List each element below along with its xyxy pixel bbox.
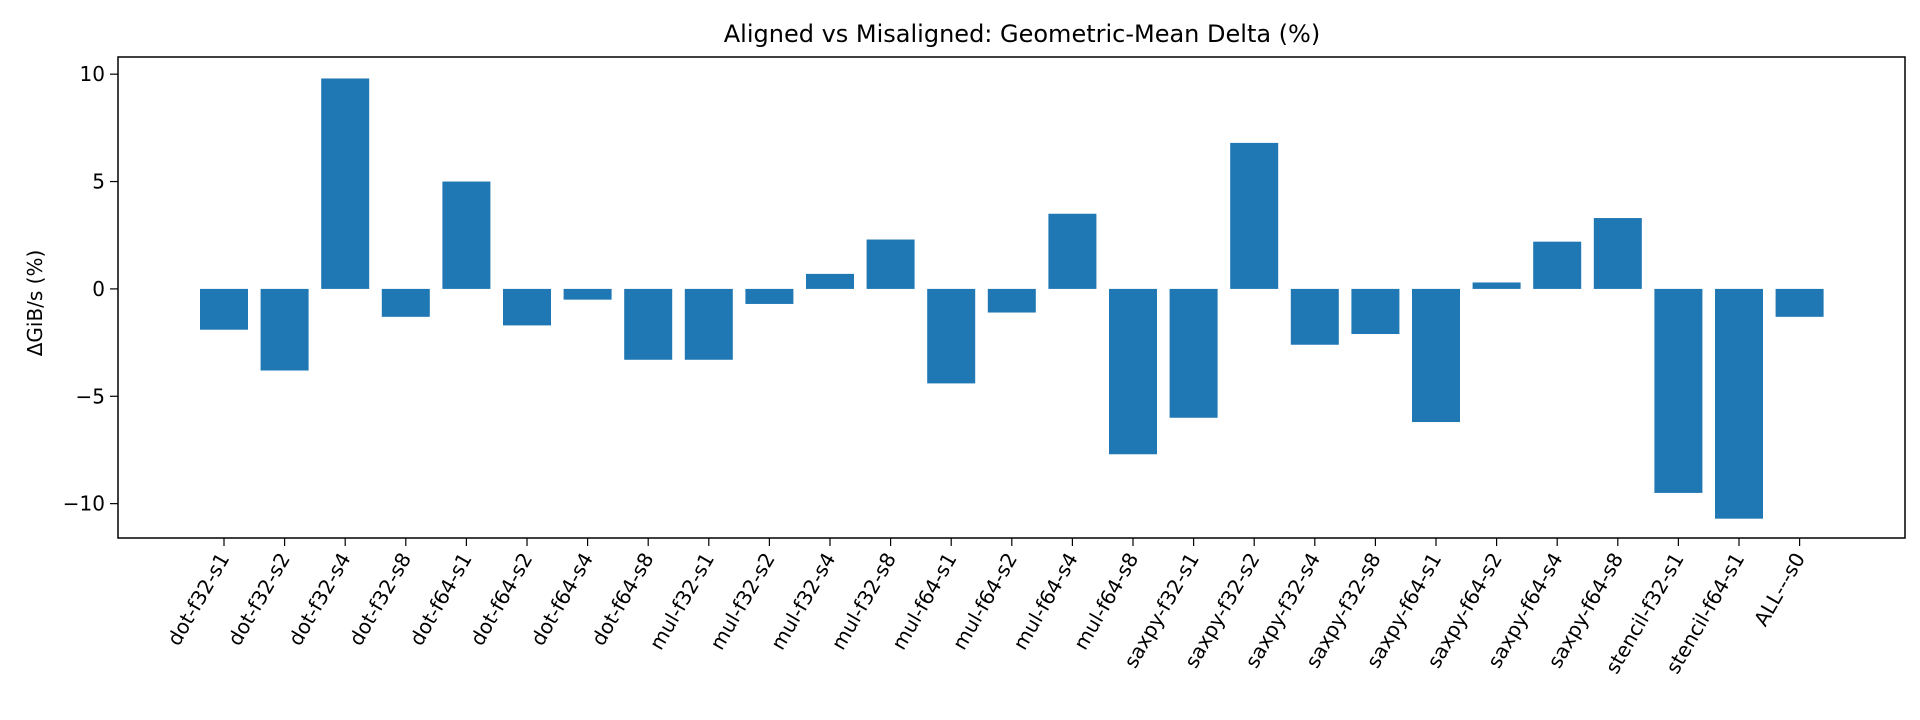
bar-stencil-f32-s1 [1654, 288, 1703, 493]
bar-dot-f64-s8 [624, 288, 673, 360]
y-tick-label: −10 [63, 492, 105, 516]
y-axis-ticks: −10 −5 0 5 10 [63, 62, 118, 516]
bar-saxpy-f32-s4 [1290, 288, 1339, 345]
plot-frame [117, 56, 1906, 539]
y-tick-label: −5 [76, 384, 105, 408]
bar-mul-f64-s2 [987, 288, 1036, 313]
x-tick-label: ALL---s0 [1749, 549, 1810, 631]
bar-stencil-f64-s1 [1715, 288, 1763, 519]
bar-dot-f64-s2 [503, 288, 551, 326]
bar-dot-f32-s1 [200, 288, 248, 330]
bar-dot-f64-s1 [442, 181, 491, 289]
bar-mul-f32-s2 [745, 288, 794, 304]
bar-saxpy-f64-s1 [1412, 288, 1460, 423]
bar-mul-f32-s8 [866, 239, 915, 289]
bar-mul-f64-s8 [1109, 288, 1157, 455]
bar-mul-f32-s4 [806, 273, 854, 289]
bar-dot-f32-s8 [381, 288, 430, 317]
bar-saxpy-f32-s2 [1230, 142, 1279, 289]
y-tick-label: 10 [80, 62, 105, 86]
bar-saxpy-f64-s8 [1593, 218, 1642, 289]
x-axis-ticks: dot-f32-s1dot-f32-s2dot-f32-s4dot-f32-s8… [162, 538, 1810, 678]
bar-saxpy-f32-s8 [1351, 288, 1400, 335]
bar-ALL---s0 [1775, 288, 1824, 317]
y-tick-label: 0 [92, 277, 105, 301]
bar-dot-f32-s2 [260, 288, 309, 371]
bar-mul-f64-s4 [1048, 213, 1097, 289]
bar-mul-f32-s1 [684, 288, 733, 360]
bar-saxpy-f64-s2 [1472, 282, 1521, 289]
bar-dot-f64-s4 [563, 288, 612, 300]
bar-saxpy-f32-s1 [1169, 288, 1218, 418]
y-tick-label: 5 [92, 170, 105, 194]
bar-mul-f64-s1 [927, 288, 976, 384]
chart-title: Aligned vs Misaligned: Geometric-Mean De… [724, 20, 1320, 48]
bars-group [200, 78, 1824, 519]
y-axis-label: ΔGiB/s (%) [23, 250, 47, 357]
bar-dot-f32-s4 [321, 78, 370, 289]
bar-saxpy-f64-s4 [1533, 241, 1582, 289]
